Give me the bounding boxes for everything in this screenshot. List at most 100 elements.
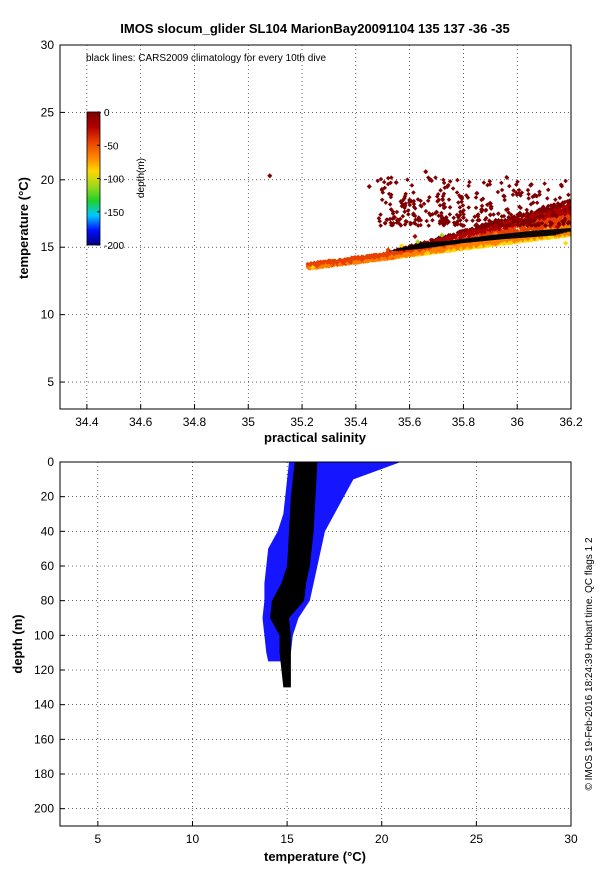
colorbar-label: depth(m) (136, 158, 147, 198)
ts-cloud-point (398, 223, 404, 228)
ts-data-point (393, 179, 399, 186)
ts-cloud-point (487, 179, 493, 184)
ts-cloud-point (447, 179, 453, 184)
ts-cloud-point (405, 208, 411, 213)
ts-x-tick-label: 35.4 (344, 415, 368, 429)
ts-cloud-point (502, 217, 508, 223)
ts-cloud-point (437, 203, 443, 208)
ts-cloud-point (488, 204, 493, 209)
ts-cloud-point (458, 195, 463, 200)
ts-cloud-point (370, 258, 375, 263)
ts-cloud-point (499, 180, 504, 186)
profile-x-tick-label: 5 (95, 832, 102, 846)
ts-cloud-point (563, 178, 568, 184)
ts-cloud-point (363, 258, 369, 264)
profile-y-tick-label: 40 (41, 524, 55, 538)
profile-x-tick-label: 30 (564, 832, 578, 846)
ts-cloud-point (382, 221, 388, 226)
ts-cloud-point (485, 240, 490, 246)
ts-climatology-line (404, 230, 571, 248)
ts-cloud-point (474, 243, 479, 249)
ts-cloud-point (406, 212, 411, 217)
ts-cloud-point (499, 187, 505, 193)
ts-cloud-point (501, 241, 506, 246)
ts-cloud-point (403, 191, 408, 197)
ts-cloud-point (479, 203, 485, 209)
ts-cloud-point (404, 253, 410, 259)
ts-cloud-point (352, 255, 357, 260)
ts-cloud-point (534, 200, 540, 205)
profile-y-tick-label: 80 (41, 594, 55, 608)
ts-data-point (310, 264, 316, 270)
ts-cloud-point (481, 180, 487, 185)
ts-cloud-point (467, 179, 472, 185)
ts-cloud-point (430, 218, 435, 223)
ts-cloud-point (490, 223, 495, 228)
ts-cloud-point (459, 199, 464, 205)
ts-cloud-point (450, 232, 455, 238)
ts-cloud-point (389, 175, 394, 180)
profile-y-tick-label: 200 (34, 802, 54, 816)
ts-cloud-point (392, 214, 397, 220)
ts-cloud-point (506, 210, 511, 215)
ts-cloud-point (381, 179, 387, 185)
colorbar-ticks: 0 -50 -100 -150 -200 (97, 108, 124, 252)
ts-cloud-point (461, 245, 466, 251)
ts-cloud-point (495, 189, 501, 195)
ts-cloud-point (372, 253, 378, 258)
ts-cloud-point (545, 196, 550, 201)
ts-cloud-point (479, 197, 484, 203)
ts-cloud-point (390, 211, 396, 216)
ts-cloud-point (355, 256, 361, 262)
ts-cloud-point (567, 211, 571, 216)
colorbar-tick-label: -50 (104, 141, 119, 152)
ts-cloud-point (456, 200, 461, 205)
ts-climatology-line (392, 233, 560, 251)
colorbar-tick-label: 0 (104, 108, 110, 119)
ts-cloud-point (387, 255, 393, 261)
ts-cloud-point (379, 197, 385, 203)
ts-cloud-point (458, 229, 464, 234)
ts-cloud-point (496, 211, 501, 216)
ts-x-tick-label: 35.6 (398, 415, 422, 429)
ts-cloud-point (394, 209, 400, 215)
profile-y-tick-label: 140 (34, 698, 54, 712)
ts-cloud-point (480, 207, 485, 213)
ts-y-axis-label: temperature (°C) (16, 177, 31, 279)
profile-x-tick-label: 15 (280, 832, 294, 846)
ts-cloud-point (396, 253, 402, 259)
ts-cloud-point (388, 207, 394, 212)
ts-cloud-point (473, 195, 479, 200)
ts-cloud-point (411, 220, 417, 226)
ts-data-point (412, 233, 418, 239)
ts-data-point (501, 193, 507, 199)
ts-cloud-point (409, 183, 415, 188)
ts-cloud-point (466, 183, 471, 189)
ts-cloud-point (319, 263, 325, 269)
ts-cloud-point (447, 205, 453, 210)
depth-colorbar: 0 -50 -100 -150 -200 depth(m) (86, 108, 147, 252)
ts-cloud-point (482, 217, 488, 222)
ts-x-tick-label: 35.8 (452, 415, 476, 429)
ts-data-point (439, 232, 445, 238)
ts-cloud-point (526, 196, 531, 201)
ts-cloud-point (506, 214, 511, 220)
profile-y-tick-label: 0 (47, 455, 54, 469)
ts-y-tick-label: 20 (41, 173, 55, 187)
colorbar-tick-label: -100 (104, 175, 124, 186)
ts-cloud-point (425, 198, 431, 204)
ts-cloud-point (472, 214, 477, 219)
ts-cloud-point (451, 247, 457, 253)
ts-cloud-point (399, 250, 404, 255)
ts-data-point (399, 243, 405, 249)
ts-cloud-point (557, 195, 563, 201)
ts-cloud-point (378, 212, 383, 217)
profile-y-tick-label: 20 (41, 490, 55, 504)
ts-cloud-point (525, 187, 531, 193)
ts-cloud-point (324, 263, 329, 269)
ts-cloud-point (367, 258, 372, 263)
ts-cloud-point (411, 190, 416, 195)
ts-cloud-point (408, 252, 413, 257)
ts-cloud-point (378, 223, 383, 228)
